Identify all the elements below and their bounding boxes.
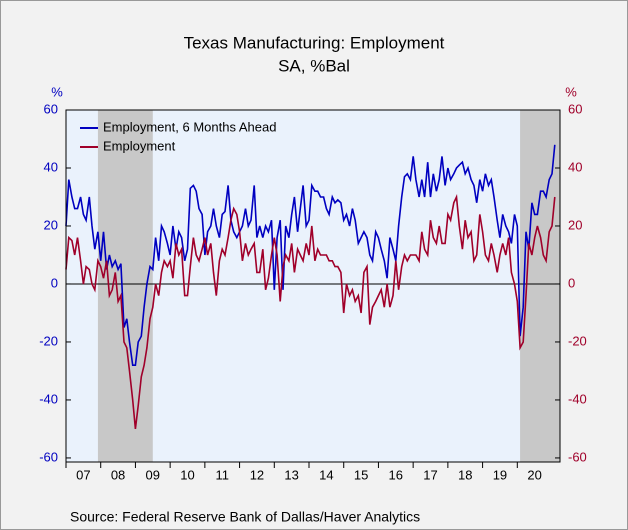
x-tick-label: 11	[215, 467, 229, 482]
series-line	[65, 194, 556, 429]
x-tick-label: 10	[180, 467, 194, 482]
chart-title: Texas Manufacturing: Employment	[184, 33, 445, 52]
x-tick-label: 14	[319, 467, 333, 482]
x-tick-label: 19	[493, 467, 507, 482]
x-tick-label: 13	[284, 467, 298, 482]
x-tick-label: 12	[250, 467, 264, 482]
plot-frame	[65, 109, 561, 463]
x-tick-label: 09	[146, 467, 160, 482]
chart-subtitle: SA, %Bal	[278, 56, 350, 75]
y-tick-label: 40	[44, 159, 58, 174]
y-tick-label: -40	[39, 391, 58, 406]
x-tick-label: 20	[527, 467, 541, 482]
y2-tick-label: 40	[568, 159, 582, 174]
x-tick-label: 16	[389, 467, 403, 482]
x-tick-label: 18	[458, 467, 472, 482]
x-tick-label: 17	[423, 467, 437, 482]
x-tick-label: 07	[76, 467, 90, 482]
y2-tick-label: -40	[568, 391, 587, 406]
y-tick-label: 60	[44, 101, 58, 116]
legend-label: Employment	[103, 138, 176, 153]
x-tick-label: 08	[111, 467, 125, 482]
y-tick-label: 20	[44, 217, 58, 232]
source-note: Source: Federal Reserve Bank of Dallas/H…	[70, 509, 420, 525]
y-tick-label: -60	[39, 449, 58, 464]
y-tick-label: -20	[39, 333, 58, 348]
y2-unit: %	[565, 84, 577, 99]
series-line	[65, 144, 556, 366]
legend-label: Employment, 6 Months Ahead	[103, 119, 276, 134]
y2-tick-label: 60	[568, 101, 582, 116]
y2-tick-label: 20	[568, 217, 582, 232]
x-tick-label: 15	[354, 467, 368, 482]
y2-tick-label: -60	[568, 449, 587, 464]
y-unit: %	[51, 84, 63, 99]
recession-shade	[97, 110, 153, 462]
y2-tick-label: 0	[568, 275, 575, 290]
y2-tick-label: -20	[568, 333, 587, 348]
y-tick-label: 0	[51, 275, 58, 290]
